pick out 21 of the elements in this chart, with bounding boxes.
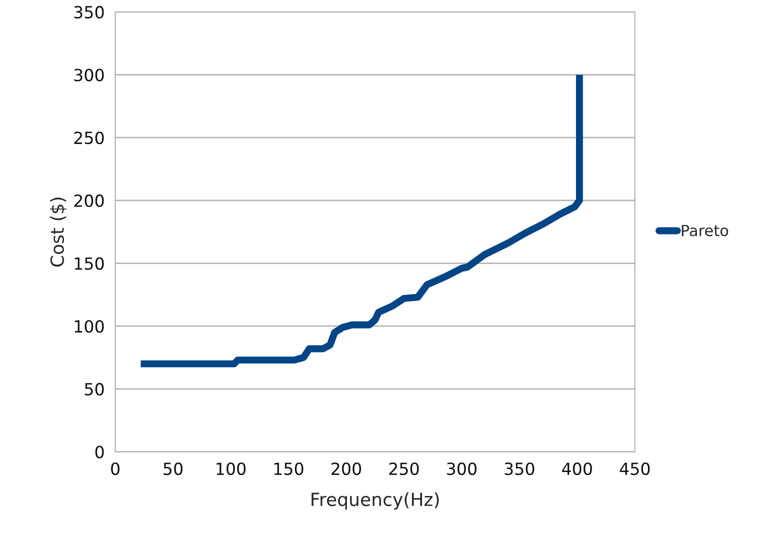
- y-tick-label: 100: [74, 320, 104, 333]
- y-tick-label: 350: [74, 6, 104, 19]
- y-tick-label: 300: [74, 68, 104, 82]
- x-axis-title: Frequency(Hz): [312, 492, 439, 510]
- x-tick-label: 350: [504, 462, 534, 476]
- x-tick-label: 100: [216, 462, 246, 476]
- legend-label: Pareto: [682, 224, 728, 236]
- y-axis-title: Cost ($): [50, 198, 66, 267]
- x-tick-label: 200: [332, 462, 362, 476]
- x-tick-label: 250: [389, 462, 419, 476]
- x-tick-label: 50: [164, 462, 183, 476]
- y-tick-label: 0: [95, 446, 104, 458]
- y-tick-label: 150: [74, 257, 104, 270]
- x-tick-label: 450: [620, 462, 650, 476]
- x-tick-label: 0: [111, 462, 120, 476]
- x-tick-label: 150: [274, 462, 304, 476]
- y-tick-label: 200: [74, 194, 104, 208]
- x-tick-label: 400: [562, 462, 592, 476]
- x-tick-label: 300: [447, 462, 476, 476]
- y-tick-label: 50: [84, 382, 104, 396]
- y-tick-label: 250: [74, 132, 104, 144]
